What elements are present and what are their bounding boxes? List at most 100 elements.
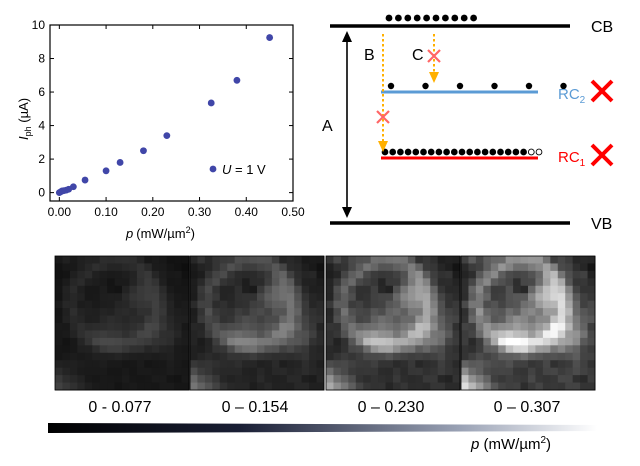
electron-dot (397, 148, 404, 156)
data-points (55, 34, 274, 197)
electron-dot (389, 148, 397, 156)
arrow-b-label: B (364, 47, 375, 64)
rc2-label: RC2 (558, 86, 586, 106)
electron-dot (427, 148, 435, 156)
map-frame (460, 255, 596, 391)
electron-dot (466, 148, 474, 156)
photocurrent-map-2 (189, 255, 325, 391)
rc1-label: RC1 (558, 149, 586, 169)
band-diagram: CB VB RC2 RC1 A B (322, 14, 614, 233)
photocurrent-map-1 (54, 255, 190, 391)
photocurrent-scatter-chart: 0.00 0.10 0.20 0.30 0.40 0.50 0 2 4 6 8 10 U = 1 V… (16, 18, 305, 241)
y-tick-label: 2 (38, 152, 45, 166)
power-scale-gradient-bar (48, 423, 597, 433)
power-scale-label: p (mW/µm2) (470, 435, 551, 453)
electron-dot (481, 148, 489, 156)
map-frame (189, 255, 325, 391)
data-point (266, 34, 274, 41)
transition-arrow-c (429, 34, 439, 83)
transition-arrow-a (342, 31, 352, 218)
electron-dot (489, 148, 497, 156)
data-point (233, 76, 241, 84)
electron-dot (435, 148, 443, 156)
legend-marker (209, 165, 217, 173)
photocurrent-maps (54, 255, 596, 391)
x-tick-label: 0.30 (188, 205, 212, 219)
electron-dot (458, 148, 466, 156)
data-point (116, 159, 124, 166)
electron-dot (497, 148, 504, 156)
y-tick-label: 6 (38, 85, 45, 99)
rc1-cross-icon (590, 143, 614, 167)
y-axis-label: Iph (µA) (16, 98, 33, 140)
electron-dot (525, 82, 533, 90)
data-point (69, 183, 77, 191)
x-tick-label: 0.20 (141, 205, 165, 219)
electron-dot (422, 82, 429, 90)
x-tick-label: 0.40 (235, 205, 259, 219)
map-frame (325, 255, 461, 391)
y-tick-label: 0 (38, 186, 45, 200)
map-1-range-label: 0 - 0.077 (88, 399, 151, 416)
data-point (140, 147, 147, 155)
arrow-c-blocked-cross-icon (427, 49, 441, 63)
electron-dot (432, 14, 440, 22)
electron-dot (385, 14, 393, 22)
x-axis-label: p (mW/µm2) (125, 225, 195, 241)
electron-dot (520, 148, 527, 156)
electron-dot (387, 82, 395, 90)
electron-dot (512, 148, 520, 156)
arrow-a-label: A (322, 118, 333, 135)
data-point (102, 167, 110, 175)
electron-dot (404, 14, 412, 22)
x-tick-label: 0.50 (281, 205, 305, 219)
hole-dot (527, 148, 535, 156)
cb-electrons (385, 14, 477, 22)
data-point (81, 176, 89, 184)
conduction-band-label: CB (591, 19, 613, 36)
arrow-b-blocked-cross-icon (376, 110, 390, 124)
electron-dot (443, 148, 450, 156)
electron-dot (456, 82, 464, 90)
electron-dot (450, 148, 458, 156)
data-point (207, 99, 215, 107)
map-2-range-label: 0 – 0.154 (222, 399, 289, 416)
y-tick-label: 4 (38, 119, 45, 133)
x-tick-label: 0.00 (48, 205, 72, 219)
electron-dot (423, 14, 430, 22)
plot-frame (49, 24, 294, 202)
electron-dot (404, 148, 412, 156)
x-tick-label: 0.10 (94, 205, 118, 219)
hole-dot (535, 148, 543, 156)
electron-dot (460, 14, 468, 22)
map-frame (54, 255, 190, 391)
y-tick-label: 8 (38, 52, 45, 66)
valence-band-label: VB (591, 216, 612, 233)
electron-dot (451, 14, 459, 22)
arrow-c-label: C (412, 47, 424, 64)
electron-dot (491, 82, 498, 90)
electron-dot (442, 14, 449, 22)
rc2-cross-icon (590, 79, 614, 103)
electron-dot (412, 148, 420, 156)
electron-dot (395, 14, 402, 22)
transition-arrow-b (378, 34, 388, 152)
electron-dot (474, 148, 481, 156)
electron-dot (560, 82, 567, 90)
x-axis-ticks: 0.00 0.10 0.20 0.30 0.40 0.50 (48, 25, 305, 219)
y-axis-ticks: 0 2 4 6 8 10 (32, 18, 293, 200)
legend-label: U = 1 V (222, 162, 266, 177)
electron-dot (413, 14, 421, 22)
rc2-electrons (387, 82, 567, 90)
photocurrent-map-3 (325, 255, 461, 391)
electron-dot (504, 148, 512, 156)
electron-dot (470, 14, 477, 22)
y-tick-label: 10 (32, 18, 46, 32)
electron-dot (420, 148, 427, 156)
photocurrent-map-4 (460, 255, 596, 391)
rc1-carriers (381, 148, 543, 156)
map-4-range-label: 0 – 0.307 (494, 399, 561, 416)
map-3-range-label: 0 – 0.230 (358, 399, 425, 416)
data-point (163, 132, 171, 140)
